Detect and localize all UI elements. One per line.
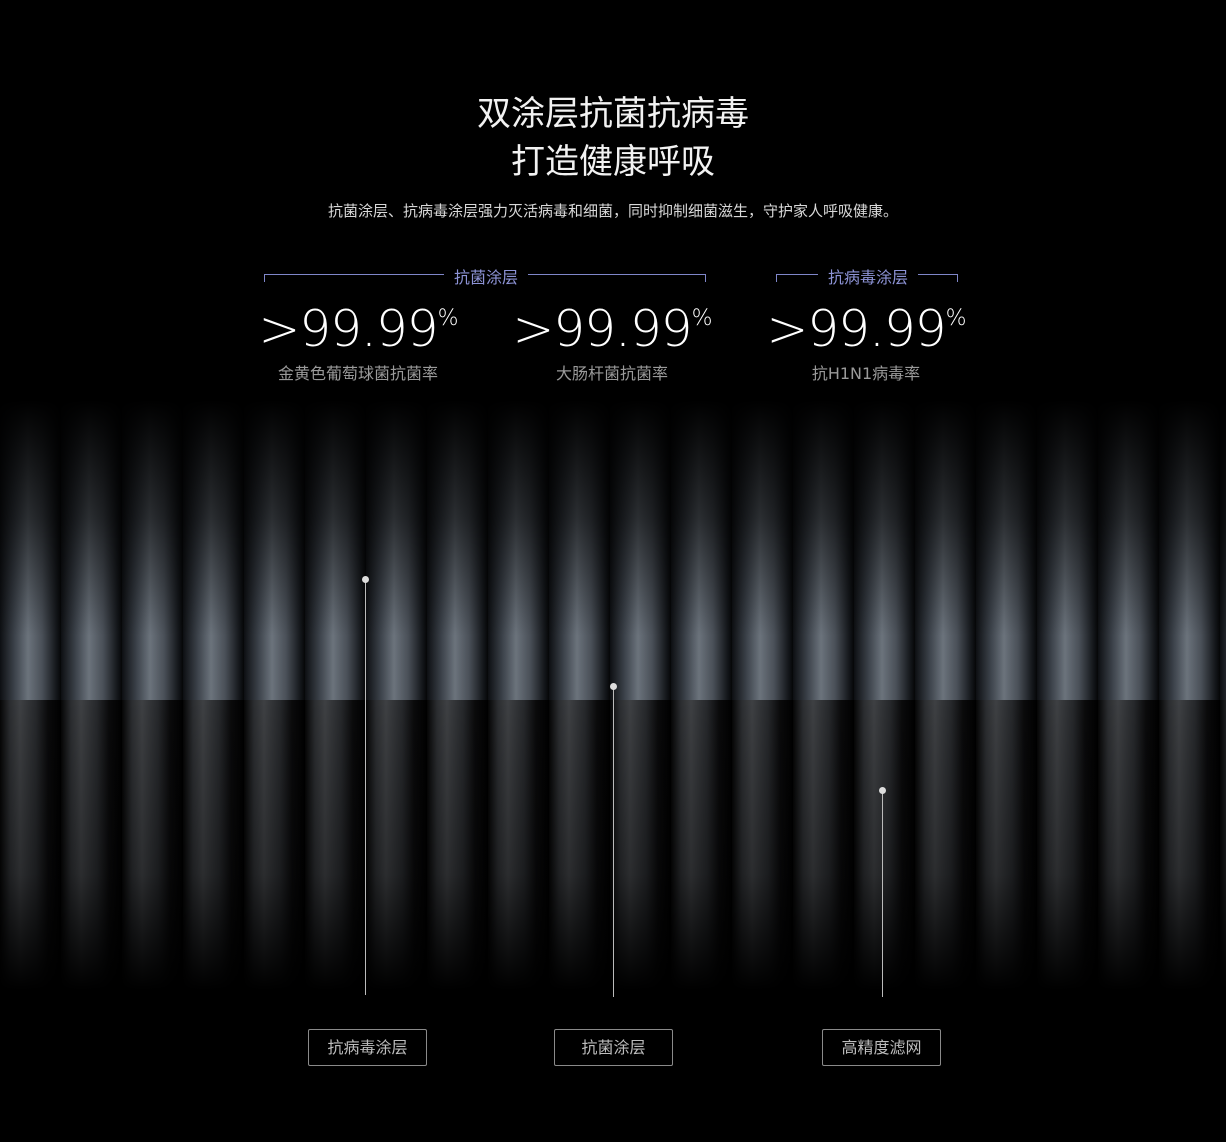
stat-caption: 大肠杆菌抗菌率 — [555, 364, 668, 383]
leader-line-antiviral — [365, 579, 366, 995]
stat-1: >99.99% 金黄色葡萄球菌抗菌率 — [258, 300, 459, 383]
headline-line2: 打造健康呼吸 — [511, 142, 715, 182]
subtitle: 抗菌涂层、抗病毒涂层强力灭活病毒和细菌，同时抑制细菌滋生，守护家人呼吸健康。 — [327, 202, 898, 220]
stat-caption: 抗H1N1病毒率 — [811, 364, 921, 383]
stat-3: >99.99% 抗H1N1病毒率 — [766, 300, 967, 383]
stat-caption: 金黄色葡萄球菌抗菌率 — [277, 364, 438, 383]
group-label-antibacterial: 抗菌涂层 — [443, 264, 529, 288]
headline-line1: 双涂层抗菌抗病毒 — [477, 94, 749, 134]
leader-line-filter — [882, 790, 883, 997]
layer-tag-antibacterial: 抗菌涂层 — [554, 1029, 673, 1066]
group-label-antiviral: 抗病毒涂层 — [817, 264, 919, 288]
leader-dot-antibacterial — [610, 683, 617, 690]
layer-tag-antiviral: 抗病毒涂层 — [308, 1029, 427, 1066]
layer-tag-filter: 高精度滤网 — [822, 1029, 941, 1066]
leader-line-antibacterial — [613, 686, 614, 997]
leader-dot-filter — [879, 787, 886, 794]
leader-dot-antiviral — [362, 576, 369, 583]
stat-2: >99.99% 大肠杆菌抗菌率 — [512, 300, 713, 383]
